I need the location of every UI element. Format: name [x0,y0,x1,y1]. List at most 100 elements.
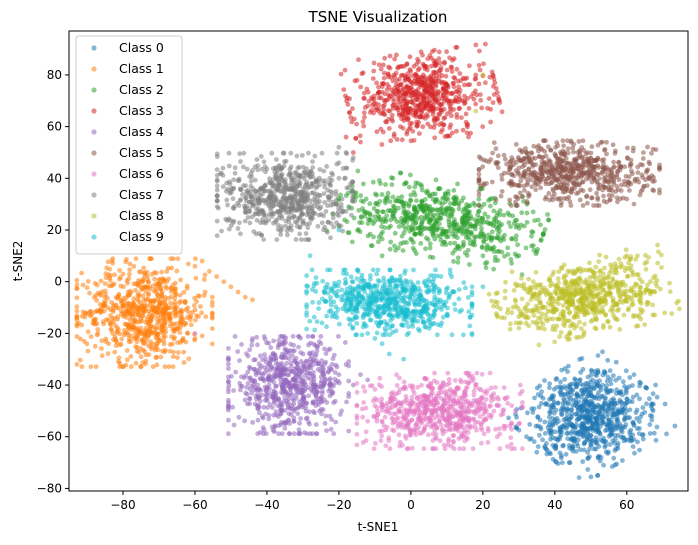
data-point [489,69,495,75]
data-point [611,398,617,404]
data-point [105,296,110,301]
data-point [409,120,415,126]
data-point [148,314,154,320]
data-point [583,414,589,420]
data-point [502,156,508,162]
data-point [548,159,553,165]
data-point [630,383,635,388]
data-point [128,312,134,318]
data-point [476,171,482,177]
data-point [473,217,478,223]
data-point [265,363,271,369]
data-point [595,181,601,187]
data-point [291,342,297,348]
data-point [354,389,360,395]
data-point [131,300,136,306]
data-point [435,225,440,230]
data-point [239,342,244,347]
data-point [315,223,321,229]
data-point [516,421,522,427]
data-point [231,422,237,428]
data-point [353,135,359,141]
data-point [170,364,176,370]
data-point [121,328,127,333]
data-point [315,343,321,349]
data-point [585,200,590,206]
data-point [528,436,534,441]
data-point [141,265,147,271]
data-point [374,397,380,403]
data-point [583,176,589,182]
data-point [560,138,566,144]
data-point [81,338,87,344]
data-point [476,176,482,182]
data-point [508,203,514,208]
data-point [430,112,436,117]
data-point [385,190,391,196]
data-point [203,314,209,320]
data-point [79,364,85,370]
data-point [561,143,566,149]
data-point [262,384,268,390]
data-point [416,102,422,108]
data-point [419,382,424,388]
data-point [557,434,563,440]
data-point [412,232,418,237]
data-point [267,378,273,383]
data-point [605,357,611,363]
data-point [299,390,305,396]
data-point [226,417,231,423]
data-point [107,278,113,283]
data-point [390,78,396,84]
data-point [449,113,454,119]
data-point [525,190,531,196]
data-point [564,419,570,425]
data-point [247,375,253,381]
data-point [418,49,424,55]
data-point [230,196,236,202]
data-point [403,180,409,186]
data-point [563,451,569,457]
data-point [593,368,598,374]
data-point [543,138,548,144]
data-point [531,143,537,149]
data-point [128,354,134,359]
data-point [87,313,93,319]
data-point [276,361,281,367]
data-point [433,446,439,452]
data-point [381,423,387,429]
data-point [378,438,384,444]
data-point [476,81,482,87]
data-point [178,320,184,326]
data-point [635,170,641,176]
data-point [247,347,253,353]
data-point [557,427,563,433]
data-point [624,155,630,161]
data-point [470,446,476,452]
data-point [126,323,132,329]
data-point [336,380,342,386]
data-point [338,192,343,198]
data-point [588,372,594,378]
data-point [573,449,579,454]
data-point [525,410,530,416]
data-point [538,237,544,242]
data-point [516,182,521,188]
data-point [350,150,356,155]
data-point [221,279,227,285]
data-point [437,112,442,118]
data-point [606,400,612,406]
data-point [324,400,330,405]
data-point [374,209,380,215]
data-point [379,142,385,147]
data-point [559,412,565,418]
data-point [324,428,329,433]
data-point [193,317,198,323]
data-point [298,374,304,380]
data-point [139,303,145,309]
data-point [386,125,392,131]
data-point [242,294,248,300]
data-point [513,142,519,147]
data-point [533,182,539,188]
data-point [224,180,230,186]
